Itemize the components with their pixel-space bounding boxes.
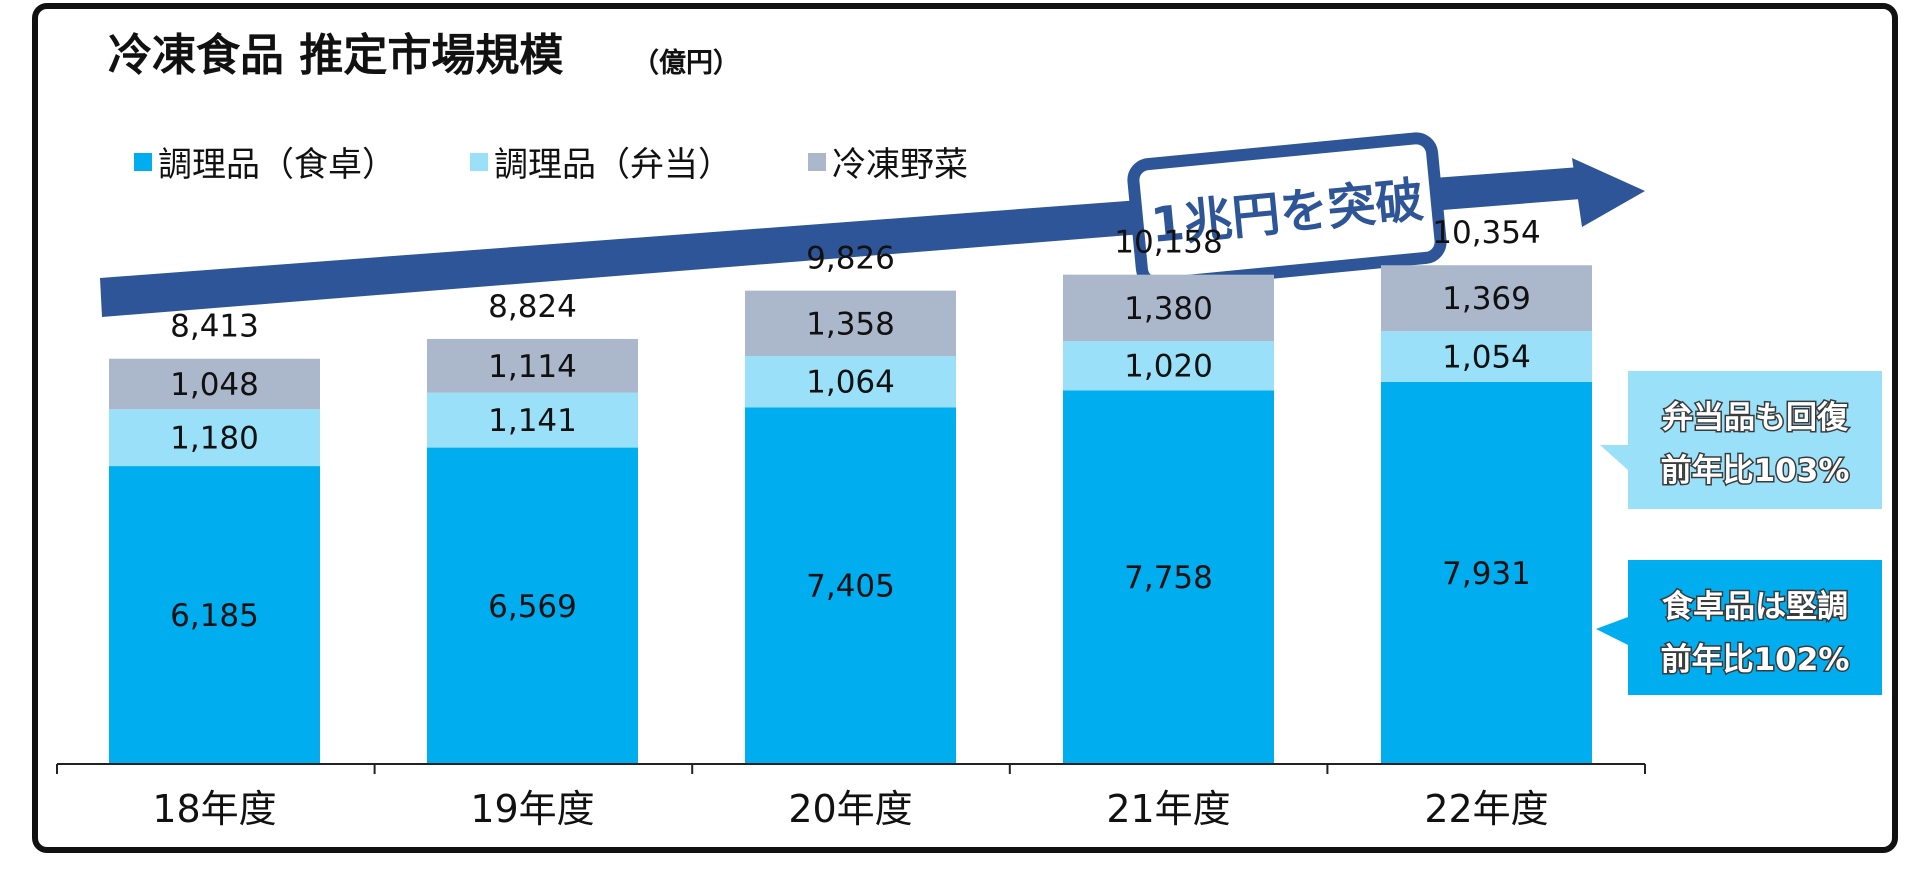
callout-1-line-1: 弁当品も回復 [1662,400,1849,436]
legend-label-2: 調理品（弁当） [494,145,732,185]
bar-3-segment-1 [745,407,956,764]
bar-3-segment-3 [745,290,956,357]
bar-4-segment-1 [1063,390,1274,764]
x-tick-label-4: 21年度 [1106,787,1230,831]
bar-2-segment-3 [427,338,638,393]
bar-4-label-2: 1,020 [1124,349,1213,385]
bar-1-segment-3 [109,358,320,410]
chart-unit: （億円） [632,48,740,79]
callout-2-box [1628,560,1882,695]
x-tick-label-3: 20年度 [788,787,912,831]
bar-3-label-2: 1,064 [806,365,895,401]
legend-swatch-1 [134,153,152,171]
legend-label-1: 調理品（食卓） [158,145,396,185]
bar-5-segment-2 [1381,331,1592,382]
bar-2-label-2: 1,141 [488,403,577,439]
x-tick-label-5: 22年度 [1424,787,1548,831]
bar-1-label-2: 1,180 [170,421,259,457]
bar-1-total-label: 8,413 [170,309,259,345]
legend-swatch-3 [808,153,826,171]
bar-5-label-2: 1,054 [1442,340,1531,376]
bar-4-label-3: 1,380 [1124,291,1213,327]
bar-1-label-1: 6,185 [170,598,259,634]
bars-group: 6,185 1,180 1,048 8,413 6,569 1,141 1,114 8,824… [109,215,1592,764]
bar-3-total-label: 9,826 [806,241,895,277]
bar-2-label-1: 6,569 [488,589,577,625]
bar-2-segment-2 [427,392,638,448]
bar-5-label-1: 7,931 [1442,556,1531,592]
bar-4-segment-2 [1063,341,1274,391]
bar-3-label-1: 7,405 [806,569,895,605]
legend-swatch-2 [470,153,488,171]
legend: 調理品（食卓） 調理品（弁当） 冷凍野菜 [134,145,968,185]
chart-title: 冷凍食品 推定市場規模 [108,30,563,81]
bar-2-total-label: 8,824 [488,289,577,325]
bar-4-total-label: 10,158 [1114,225,1222,261]
bar-1-label-3: 1,048 [170,367,259,403]
callout-2-line-1: 食卓品は堅調 [1662,589,1848,625]
bar-1-segment-2 [109,409,320,467]
bar-3-label-3: 1,358 [806,306,895,342]
bar-5-total-label: 10,354 [1432,215,1540,251]
bar-2-label-3: 1,114 [488,349,577,385]
bar-3-segment-2 [745,356,956,408]
arrow-label-box [1127,132,1447,290]
callout-1-pointer [1600,445,1628,470]
x-axis: 18年度 19年度 20年度 21年度 22年度 [56,763,1646,831]
x-tick-label-1: 18年度 [152,787,276,831]
callout-1-box [1628,371,1882,509]
bar-5-segment-3 [1381,265,1592,332]
growth-arrow: 1兆円を突破 [100,132,1645,317]
bar-4-segment-3 [1063,274,1274,342]
bar-2-segment-1 [427,447,638,764]
bar-1-segment-1 [109,466,320,764]
callout-2-line-2: 前年比102% [1661,642,1850,678]
bar-5-segment-1 [1381,381,1592,764]
legend-label-3: 冷凍野菜 [832,145,968,185]
growth-arrow-head [1572,158,1645,227]
callout-2-pointer [1596,617,1628,645]
bar-4-label-1: 7,758 [1124,560,1213,596]
callout-1-line-2: 前年比103% [1661,453,1850,489]
x-tick-label-2: 19年度 [470,787,594,831]
bar-5-label-3: 1,369 [1442,281,1531,317]
